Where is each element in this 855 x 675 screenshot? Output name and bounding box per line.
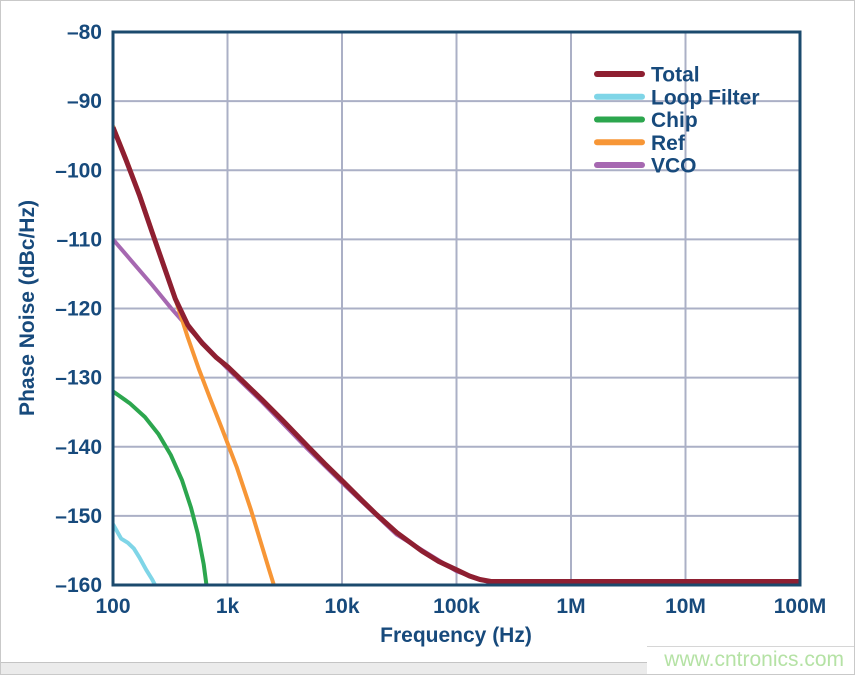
- y-tick-label: –160: [55, 574, 102, 597]
- x-tick-label: 10k: [324, 595, 359, 618]
- y-tick-label: –130: [55, 367, 102, 390]
- y-tick-label: –150: [55, 505, 102, 528]
- curve-loop-filter: [113, 523, 158, 585]
- legend-label-total: Total: [651, 64, 700, 87]
- curve-chip: [113, 389, 209, 585]
- watermark-box: www.cntronics.com: [647, 646, 854, 674]
- curve-total: [113, 126, 800, 584]
- y-tick-label: –100: [55, 159, 102, 182]
- x-axis-title: Frequency (Hz): [380, 624, 532, 647]
- x-tick-label: 1M: [556, 595, 585, 618]
- legend-label-vco: VCO: [651, 155, 697, 178]
- page-bottom-border: [1, 662, 854, 674]
- y-tick-label: –80: [67, 21, 102, 44]
- legend-label-ref: Ref: [651, 132, 686, 155]
- x-tick-label: 100M: [774, 595, 827, 618]
- x-tick-label: 100k: [433, 595, 480, 618]
- x-tick-label: 1k: [216, 595, 240, 618]
- watermark: www.cntronics.com: [664, 648, 844, 671]
- y-axis-title: Phase Noise (dBc/Hz): [16, 200, 39, 416]
- x-axis-tick-labels: 100 1k 10k 100k 1M 10M 100M: [95, 595, 826, 618]
- x-tick-label: 10M: [665, 595, 706, 618]
- gridlines: [112, 31, 801, 586]
- legend-label-loop-filter: Loop Filter: [651, 86, 760, 109]
- y-axis-tick-labels: –80 –90 –100 –110 –120 –130 –140 –150 –160: [55, 21, 102, 597]
- y-tick-label: –120: [55, 298, 102, 321]
- y-tick-label: –140: [55, 436, 102, 459]
- plot-frame: [111, 30, 802, 587]
- curves: [113, 125, 800, 585]
- y-tick-label: –110: [56, 228, 102, 251]
- y-tick-label: –90: [67, 90, 102, 113]
- legend-label-chip: Chip: [651, 109, 698, 132]
- x-tick-label: 100: [95, 595, 130, 618]
